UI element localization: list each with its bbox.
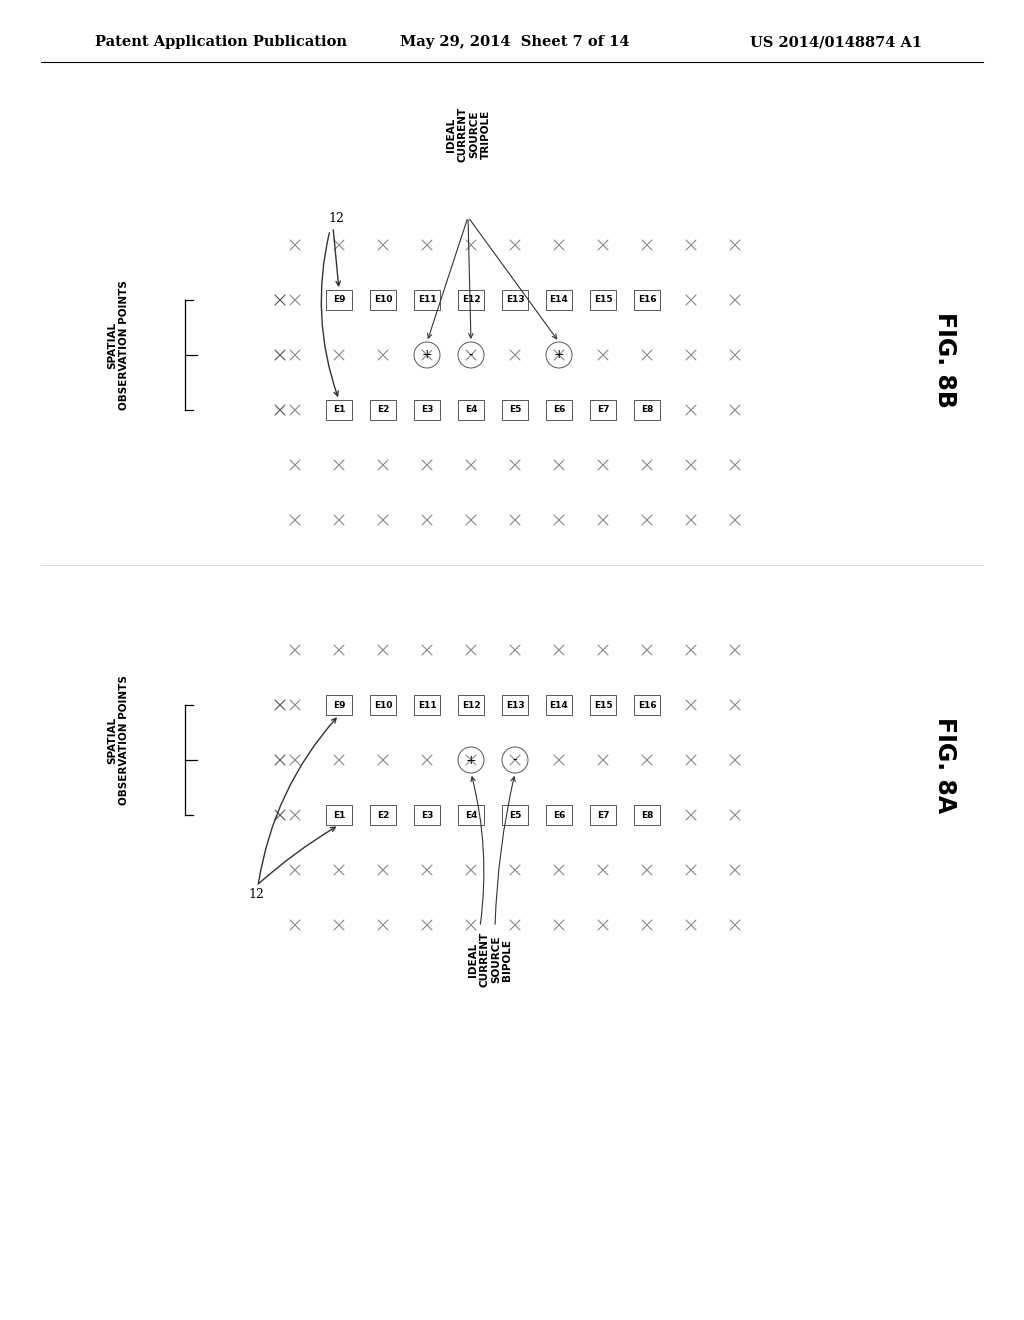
Text: E6: E6 <box>553 405 565 414</box>
Text: E9: E9 <box>333 701 345 710</box>
FancyBboxPatch shape <box>326 805 352 825</box>
Text: E16: E16 <box>638 701 656 710</box>
Text: E14: E14 <box>550 701 568 710</box>
Text: E12: E12 <box>462 296 480 305</box>
FancyBboxPatch shape <box>458 400 484 420</box>
Text: -: - <box>513 754 517 767</box>
Text: E3: E3 <box>421 810 433 820</box>
Text: FIG. 8B: FIG. 8B <box>933 312 957 408</box>
Text: E2: E2 <box>377 810 389 820</box>
Text: E7: E7 <box>597 810 609 820</box>
FancyBboxPatch shape <box>546 290 572 310</box>
Text: E11: E11 <box>418 296 436 305</box>
FancyBboxPatch shape <box>414 290 440 310</box>
Text: FIG. 8A: FIG. 8A <box>933 717 957 813</box>
FancyBboxPatch shape <box>458 805 484 825</box>
Text: +: + <box>422 348 432 362</box>
FancyBboxPatch shape <box>370 696 396 715</box>
Text: E13: E13 <box>506 701 524 710</box>
FancyBboxPatch shape <box>634 696 660 715</box>
FancyBboxPatch shape <box>590 696 616 715</box>
FancyBboxPatch shape <box>326 400 352 420</box>
FancyBboxPatch shape <box>634 290 660 310</box>
Text: E13: E13 <box>506 296 524 305</box>
Text: E11: E11 <box>418 701 436 710</box>
Text: E10: E10 <box>374 701 392 710</box>
Text: E4: E4 <box>465 405 477 414</box>
Text: E5: E5 <box>509 405 521 414</box>
FancyBboxPatch shape <box>326 696 352 715</box>
FancyBboxPatch shape <box>370 805 396 825</box>
FancyBboxPatch shape <box>590 400 616 420</box>
Text: +: + <box>554 348 564 362</box>
FancyBboxPatch shape <box>590 290 616 310</box>
FancyBboxPatch shape <box>546 805 572 825</box>
Text: +: + <box>466 754 476 767</box>
Text: E1: E1 <box>333 810 345 820</box>
Text: E14: E14 <box>550 296 568 305</box>
Text: E3: E3 <box>421 405 433 414</box>
FancyBboxPatch shape <box>634 400 660 420</box>
Text: E4: E4 <box>465 810 477 820</box>
FancyBboxPatch shape <box>414 400 440 420</box>
FancyBboxPatch shape <box>370 400 396 420</box>
Text: E10: E10 <box>374 296 392 305</box>
Text: E16: E16 <box>638 296 656 305</box>
FancyBboxPatch shape <box>590 805 616 825</box>
Text: 12: 12 <box>328 213 344 224</box>
Text: E6: E6 <box>553 810 565 820</box>
Text: E12: E12 <box>462 701 480 710</box>
FancyBboxPatch shape <box>414 696 440 715</box>
Text: E8: E8 <box>641 810 653 820</box>
Text: E15: E15 <box>594 701 612 710</box>
FancyBboxPatch shape <box>414 805 440 825</box>
Text: 12: 12 <box>248 888 264 902</box>
FancyBboxPatch shape <box>634 805 660 825</box>
Text: Patent Application Publication: Patent Application Publication <box>95 36 347 49</box>
FancyBboxPatch shape <box>502 400 528 420</box>
Text: May 29, 2014  Sheet 7 of 14: May 29, 2014 Sheet 7 of 14 <box>400 36 630 49</box>
Text: US 2014/0148874 A1: US 2014/0148874 A1 <box>750 36 923 49</box>
Text: E7: E7 <box>597 405 609 414</box>
FancyBboxPatch shape <box>458 696 484 715</box>
FancyBboxPatch shape <box>502 805 528 825</box>
Text: E5: E5 <box>509 810 521 820</box>
Text: IDEAL
CURRENT
SOURCE
BIPOLE: IDEAL CURRENT SOURCE BIPOLE <box>468 932 512 987</box>
Text: SPATIAL
OBSERVATION POINTS: SPATIAL OBSERVATION POINTS <box>108 675 129 805</box>
FancyBboxPatch shape <box>326 290 352 310</box>
FancyBboxPatch shape <box>502 290 528 310</box>
Text: SPATIAL
OBSERVATION POINTS: SPATIAL OBSERVATION POINTS <box>108 280 129 411</box>
FancyBboxPatch shape <box>546 696 572 715</box>
Text: -: - <box>469 348 473 362</box>
Text: E8: E8 <box>641 405 653 414</box>
Text: IDEAL
CURRENT
SOURCE
TRIPOLE: IDEAL CURRENT SOURCE TRIPOLE <box>445 107 490 162</box>
Text: E15: E15 <box>594 296 612 305</box>
FancyBboxPatch shape <box>458 290 484 310</box>
Text: E2: E2 <box>377 405 389 414</box>
FancyBboxPatch shape <box>502 696 528 715</box>
Text: E1: E1 <box>333 405 345 414</box>
Text: E9: E9 <box>333 296 345 305</box>
FancyBboxPatch shape <box>370 290 396 310</box>
FancyBboxPatch shape <box>546 400 572 420</box>
